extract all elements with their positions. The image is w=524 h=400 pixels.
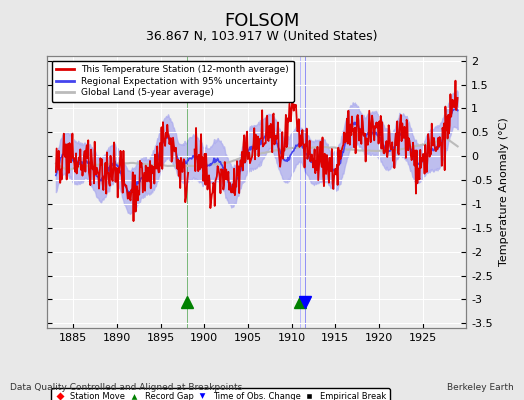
Text: Berkeley Earth: Berkeley Earth <box>447 383 514 392</box>
Text: FOLSOM: FOLSOM <box>224 12 300 30</box>
Text: 36.867 N, 103.917 W (United States): 36.867 N, 103.917 W (United States) <box>146 30 378 43</box>
Legend: Station Move, Record Gap, Time of Obs. Change, Empirical Break: Station Move, Record Gap, Time of Obs. C… <box>51 388 390 400</box>
Y-axis label: Temperature Anomaly (°C): Temperature Anomaly (°C) <box>498 118 508 266</box>
Text: Data Quality Controlled and Aligned at Breakpoints: Data Quality Controlled and Aligned at B… <box>10 383 243 392</box>
